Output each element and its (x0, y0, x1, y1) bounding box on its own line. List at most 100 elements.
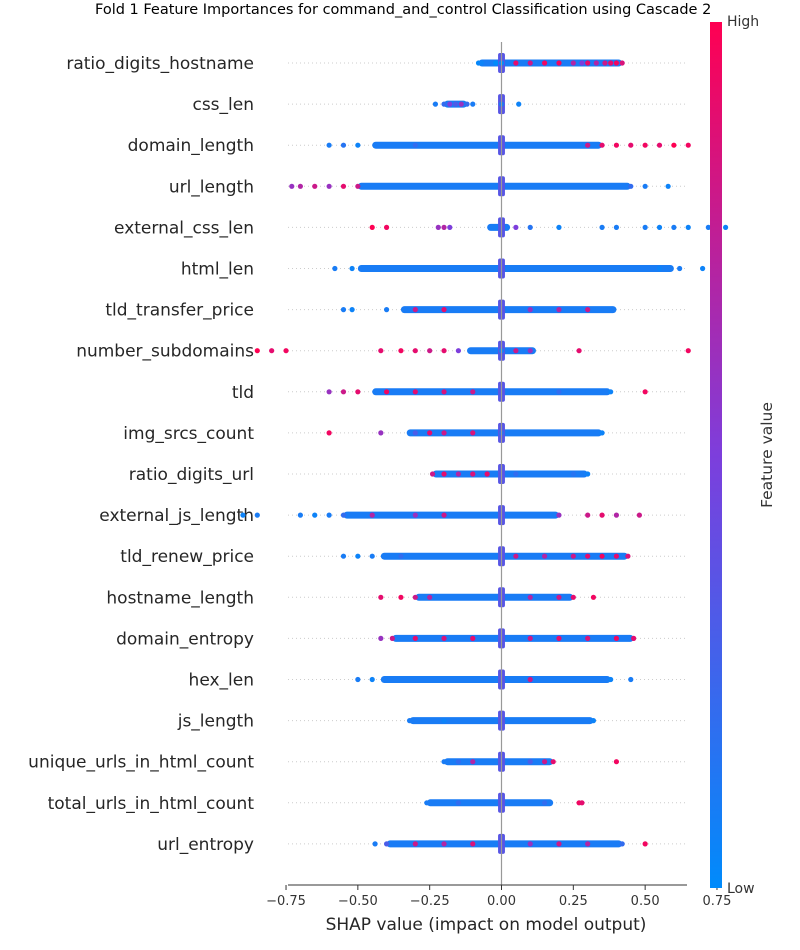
shap-point (685, 348, 691, 354)
shap-point (613, 512, 620, 518)
shap-point (427, 594, 433, 600)
shap-point (369, 512, 375, 518)
shap-point (383, 841, 390, 847)
shap-point (269, 348, 275, 354)
shap-point (378, 430, 384, 436)
shap-point (312, 512, 318, 518)
feature-row: js_length (177, 710, 687, 732)
feature-row: tld (232, 381, 687, 403)
feature-row: external_js_length (99, 505, 687, 526)
shap-point (527, 635, 533, 642)
shap-point (470, 759, 476, 765)
feature-density-band (415, 593, 574, 601)
shap-point (340, 553, 347, 559)
shap-point (355, 142, 361, 148)
shap-point (493, 60, 499, 66)
shap-point (455, 348, 462, 354)
shap-point (412, 594, 418, 600)
shap-point (340, 512, 347, 518)
colorbar (710, 22, 722, 888)
shap-point (613, 553, 620, 559)
shap-point (312, 183, 318, 189)
feature-row: domain_entropy (116, 628, 687, 649)
shap-point (570, 471, 576, 477)
shap-point (406, 718, 413, 724)
shap-point (326, 389, 332, 395)
shap-point (441, 718, 447, 724)
shap-point (585, 512, 591, 518)
shap-point (665, 183, 671, 189)
shap-point (556, 841, 562, 847)
shap-point (441, 307, 447, 313)
feature-density-band (357, 265, 674, 272)
shap-point (441, 348, 447, 354)
feature-label: js_length (177, 712, 254, 732)
shap-point (636, 512, 643, 518)
feature-row: ratio_digits_hostname (66, 53, 687, 74)
shap-point (326, 142, 332, 148)
shap-point (470, 471, 476, 477)
shap-point (484, 60, 490, 66)
feature-density-band (372, 388, 611, 396)
feature-density-band (380, 676, 611, 683)
feature-label: tld_transfer_price (105, 301, 254, 321)
shap-point (619, 60, 625, 66)
shap-point (447, 101, 453, 107)
shap-point (455, 471, 462, 477)
shap-point (378, 348, 384, 354)
shap-point (619, 841, 625, 847)
shap-point (340, 142, 347, 148)
shap-point (513, 60, 519, 66)
feature-label: tld (232, 383, 254, 403)
shap-point (599, 142, 605, 148)
shap-point (527, 594, 533, 600)
shap-point (424, 800, 430, 806)
shap-point (541, 60, 548, 66)
x-tick-label: 0.50 (631, 894, 660, 909)
shap-point (556, 224, 562, 230)
shap-point (585, 60, 591, 66)
feature-label: total_urls_in_html_count (48, 794, 255, 814)
shap-point (628, 676, 634, 683)
shap-point (332, 265, 338, 272)
feature-row: total_urls_in_html_count (48, 792, 687, 814)
x-tick-label: 0.75 (702, 894, 731, 909)
shap-point (412, 348, 418, 354)
shap-point (602, 60, 608, 66)
shap-point (527, 800, 533, 806)
feature-label: hex_len (189, 671, 254, 691)
shap-point (326, 430, 332, 436)
shap-point (412, 635, 418, 642)
shap-point (671, 224, 677, 230)
shap-point (427, 430, 433, 436)
shap-point (608, 60, 614, 66)
shap-point (599, 430, 605, 436)
shap-point (452, 101, 459, 107)
x-axis-label: SHAP value (impact on model output) (326, 915, 647, 935)
feature-label: ratio_digits_url (129, 465, 254, 485)
shap-point (355, 389, 361, 395)
shap-point (412, 307, 418, 313)
chart-title: Fold 1 Feature Importances for command_a… (95, 2, 711, 18)
feature-density-band (392, 634, 634, 642)
shap-point (441, 841, 447, 847)
shap-point (570, 553, 576, 559)
shap-point (527, 307, 533, 313)
shap-point (613, 60, 620, 66)
shap-point (412, 841, 418, 847)
shap-point (541, 759, 548, 765)
shap-point (441, 224, 447, 230)
feature-row: tld_transfer_price (105, 299, 687, 321)
feature-label: ratio_digits_hostname (66, 54, 254, 74)
feature-label: html_len (181, 260, 254, 280)
feature-label: url_entropy (157, 835, 254, 855)
feature-label: domain_length (128, 136, 254, 156)
shap-point (599, 553, 605, 559)
shap-point (447, 224, 453, 230)
shap-point (369, 553, 375, 559)
shap-point (705, 224, 711, 230)
shap-point (254, 348, 260, 354)
shap-point (556, 430, 562, 436)
shap-point (441, 635, 447, 642)
